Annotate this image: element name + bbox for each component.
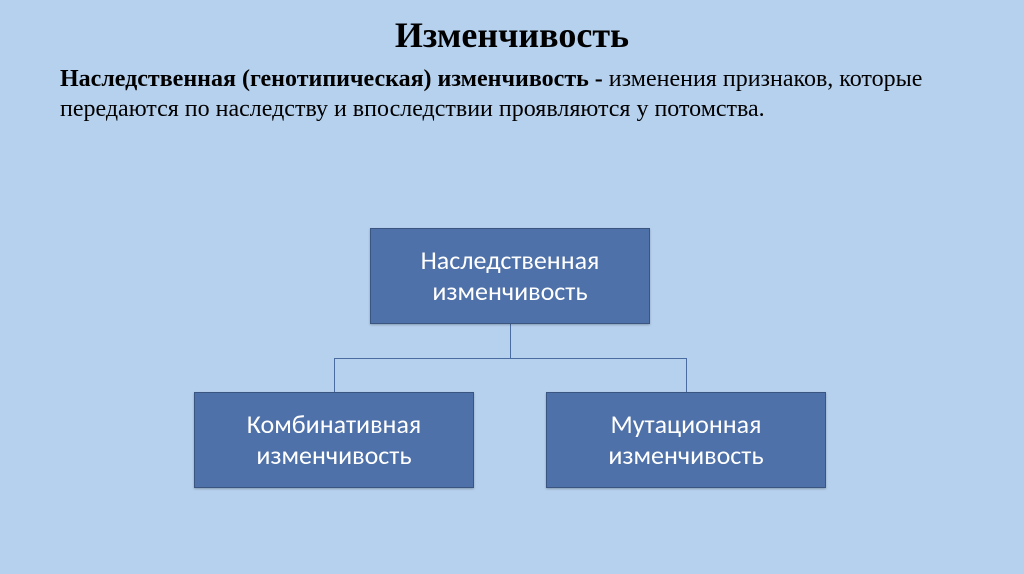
connector-drop-left [334,358,335,392]
connector-drop-right [686,358,687,392]
definition-term: Наследственная (генотипическая) изменчив… [60,66,609,92]
definition-paragraph: Наследственная (генотипическая) изменчив… [0,56,1024,124]
node-left: Комбинативная изменчивость [194,392,474,488]
node-root: Наследственная изменчивость [370,228,650,324]
node-root-line1: Наследственная [421,245,600,276]
node-left-line1: Комбинативная [247,409,421,440]
node-right: Мутационная изменчивость [546,392,826,488]
slide: Изменчивость Наследственная (генотипичес… [0,0,1024,574]
connector-trunk [510,324,511,358]
node-right-line1: Мутационная [608,409,763,440]
hierarchy-diagram: Наследственная изменчивость Комбинативна… [0,228,1024,548]
connector-horizontal [334,358,687,359]
slide-title: Изменчивость [0,0,1024,56]
node-right-line2: изменчивость [608,440,763,471]
node-left-line2: изменчивость [247,440,421,471]
node-root-line2: изменчивость [421,276,600,307]
